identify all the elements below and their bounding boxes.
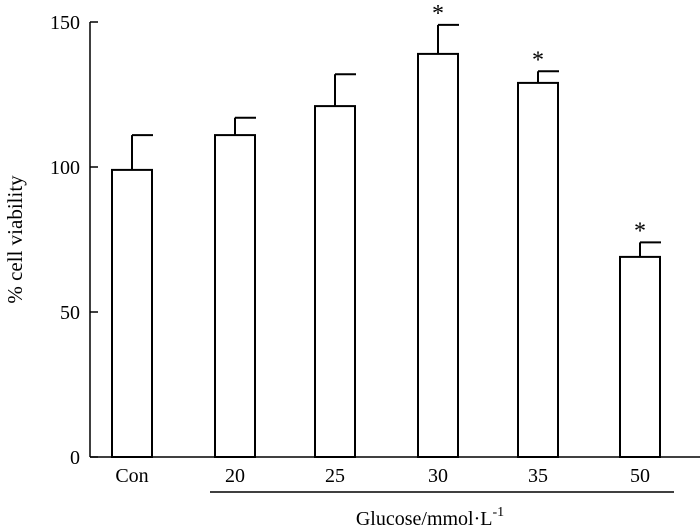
x-tick-label: 20 — [225, 465, 245, 487]
bar — [417, 52, 459, 459]
y-tick-label: 150 — [50, 12, 80, 34]
bar — [314, 105, 356, 458]
bar — [619, 255, 661, 458]
axes: 0 50 100 150 % cell viability — [3, 12, 700, 493]
y-tick-label: 100 — [50, 157, 80, 179]
y-axis-label: % cell viability — [3, 175, 27, 304]
significance-mark: * — [634, 218, 646, 244]
x-tick-label: 50 — [630, 465, 650, 487]
bar — [214, 134, 256, 458]
x-axis-label-text: Glucose/mmol·L — [356, 508, 493, 530]
bars — [111, 23, 661, 459]
significance-mark: * — [432, 1, 444, 27]
x-tick-label: 25 — [325, 465, 345, 487]
y-tick-label: 0 — [70, 447, 80, 469]
x-axis-label: Glucose/mmol·L-1 — [356, 505, 504, 530]
significance-mark: * — [532, 47, 544, 73]
x-tick-label: 35 — [528, 465, 548, 487]
x-axis-label-superscript: -1 — [492, 505, 504, 520]
x-tick-label: Con — [115, 465, 148, 487]
bar — [517, 81, 559, 459]
labels: Con 20 25 * 30 * 35 * 50 Glucose/mmol·L-1 — [115, 1, 650, 530]
bar — [111, 168, 153, 458]
y-tick-label: 50 — [60, 302, 80, 324]
x-tick-label: 30 — [428, 465, 448, 487]
